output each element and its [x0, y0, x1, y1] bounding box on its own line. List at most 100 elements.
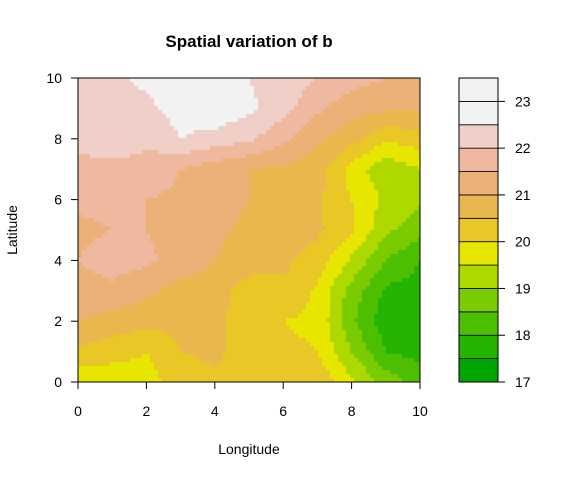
contour-cell [86, 286, 91, 291]
contour-cell [118, 94, 123, 99]
contour-cell [370, 234, 375, 239]
contour-cell [362, 238, 367, 243]
contour-cell [138, 122, 143, 127]
contour-cell [226, 106, 231, 111]
contour-cell [278, 270, 283, 275]
contour-cell [370, 202, 375, 207]
contour-cell [358, 178, 363, 183]
contour-cell [94, 170, 99, 175]
contour-cell [194, 90, 199, 95]
contour-cell [154, 166, 159, 171]
contour-cell [350, 242, 355, 247]
contour-cell [366, 226, 371, 231]
contour-cell [394, 150, 399, 155]
contour-cell [290, 302, 295, 307]
contour-cell [354, 182, 359, 187]
contour-cell [110, 294, 115, 299]
contour-cell [186, 126, 191, 131]
contour-cell [110, 278, 115, 283]
contour-cell [102, 238, 107, 243]
contour-cell [202, 194, 207, 199]
contour-cell [302, 238, 307, 243]
contour-cell [390, 98, 395, 103]
contour-cell [230, 258, 235, 263]
contour-cell [210, 146, 215, 151]
contour-cell [254, 282, 259, 287]
contour-cell [242, 122, 247, 127]
contour-cell [146, 134, 151, 139]
contour-cell [174, 222, 179, 227]
contour-cell [118, 262, 123, 267]
contour-cell [270, 274, 275, 279]
contour-cell [86, 206, 91, 211]
contour-cell [206, 90, 211, 95]
contour-cell [346, 90, 351, 95]
contour-cell [314, 278, 319, 283]
contour-cell [410, 302, 415, 307]
contour-cell [146, 126, 151, 131]
contour-cell [130, 206, 135, 211]
contour-cell [326, 206, 331, 211]
contour-cell [106, 82, 111, 87]
contour-cell [198, 198, 203, 203]
contour-cell [266, 290, 271, 295]
contour-cell [110, 86, 115, 91]
contour-cell [242, 282, 247, 287]
contour-cell [378, 182, 383, 187]
contour-cell [286, 198, 291, 203]
contour-cell [258, 126, 263, 131]
contour-cell [342, 174, 347, 179]
contour-cell [162, 94, 167, 99]
contour-cell [230, 226, 235, 231]
contour-cell [98, 194, 103, 199]
contour-cell [398, 82, 403, 87]
contour-cell [282, 206, 287, 211]
contour-cell [306, 258, 311, 263]
contour-cell [390, 302, 395, 307]
contour-cell [178, 90, 183, 95]
contour-cell [262, 222, 267, 227]
contour-cell [346, 266, 351, 271]
contour-cell [94, 122, 99, 127]
contour-cell [346, 186, 351, 191]
contour-cell [82, 222, 87, 227]
contour-cell [102, 154, 107, 159]
contour-cell [258, 78, 263, 83]
contour-cell [262, 134, 267, 139]
contour-cell [358, 214, 363, 219]
contour-cell [118, 266, 123, 271]
contour-cell [314, 246, 319, 251]
contour-cell [378, 102, 383, 107]
contour-cell [386, 106, 391, 111]
contour-cell [134, 94, 139, 99]
contour-cell [154, 306, 159, 311]
contour-cell [218, 166, 223, 171]
contour-cell [354, 94, 359, 99]
contour-cell [242, 170, 247, 175]
contour-cell [206, 166, 211, 171]
contour-cell [122, 122, 127, 127]
contour-cell [394, 106, 399, 111]
contour-cell [350, 94, 355, 99]
contour-cell [86, 142, 91, 147]
contour-cell [386, 142, 391, 147]
contour-cell [306, 114, 311, 119]
contour-cell [86, 158, 91, 163]
contour-cell [262, 290, 267, 295]
contour-cell [314, 214, 319, 219]
contour-cell [94, 286, 99, 291]
contour-cell [386, 94, 391, 99]
contour-cell [246, 102, 251, 107]
contour-cell [266, 278, 271, 283]
contour-cell [350, 130, 355, 135]
contour-cell [174, 98, 179, 103]
contour-cell [162, 138, 167, 143]
contour-cell [122, 294, 127, 299]
contour-cell [342, 242, 347, 247]
contour-cell [130, 166, 135, 171]
contour-cell [186, 86, 191, 91]
contour-cell [214, 194, 219, 199]
contour-cell [338, 250, 343, 255]
contour-cell [410, 158, 415, 163]
contour-cell [242, 194, 247, 199]
